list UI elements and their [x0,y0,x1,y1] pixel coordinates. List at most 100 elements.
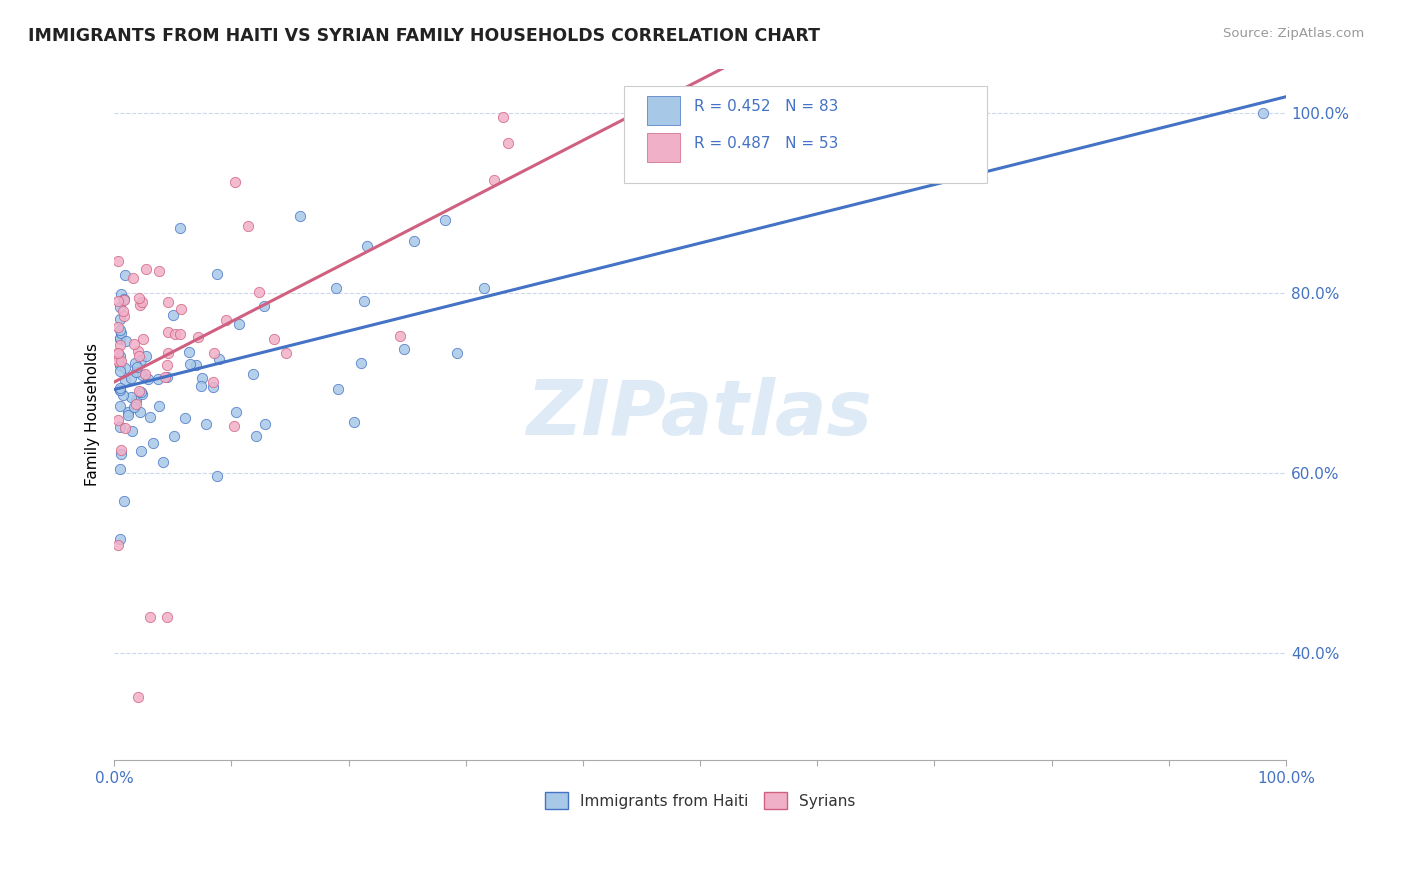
Point [107,294,129,309]
Point [135,262,157,277]
Point [107,412,129,426]
Point [129,353,152,368]
Point [112,292,135,306]
Point [107,538,129,552]
Point [110,326,132,340]
Point [201,380,224,394]
Point [146,372,169,386]
Point [107,320,129,334]
Point [162,308,184,322]
Point [112,293,135,308]
Point [484,172,506,186]
Point [492,110,515,124]
Point [108,332,131,346]
Point [179,357,201,371]
Point [156,346,179,360]
Point [129,444,152,458]
Point [114,373,136,387]
Point [114,360,136,375]
Point [127,690,149,705]
FancyBboxPatch shape [624,86,987,183]
Text: R = 0.452   N = 83: R = 0.452 N = 83 [695,99,838,114]
Point [120,371,142,385]
Point [128,298,150,312]
Point [110,443,132,458]
Point [152,455,174,469]
Point [392,342,415,356]
Point [274,346,297,360]
Point [325,281,347,295]
Point [107,353,129,368]
Point [201,375,224,389]
Point [108,331,131,345]
Point [254,417,277,431]
Point [247,285,270,299]
Point [111,388,134,402]
Point [163,428,186,442]
Point [108,462,131,476]
Point [136,372,159,386]
Point [236,219,259,233]
Text: IMMIGRANTS FROM HAITI VS SYRIAN FAMILY HOUSEHOLDS CORRELATION CHART: IMMIGRANTS FROM HAITI VS SYRIAN FAMILY H… [28,27,820,45]
Point [214,313,236,327]
Point [228,317,250,331]
Point [108,420,131,434]
Point [108,300,131,314]
Point [155,370,177,384]
Point [156,359,179,373]
Point [148,264,170,278]
Point [138,609,160,624]
Point [125,365,148,379]
Legend: Immigrants from Haiti, Syrians: Immigrants from Haiti, Syrians [538,786,862,815]
Point [131,295,153,310]
Point [121,424,143,438]
Point [148,399,170,413]
Bar [647,96,681,125]
Point [114,268,136,282]
Point [128,384,150,399]
Point [131,368,153,383]
Point [107,346,129,360]
Point [129,405,152,419]
Point [142,436,165,450]
Point [120,390,142,404]
Point [108,349,131,363]
Point [125,397,148,411]
Text: R = 0.487   N = 53: R = 0.487 N = 53 [695,136,838,151]
Point [222,419,245,434]
Point [170,301,193,316]
Point [122,401,145,415]
Point [208,351,231,366]
Point [108,381,131,395]
Point [288,209,311,223]
Point [108,322,131,336]
Point [108,384,131,398]
Point [122,337,145,351]
Point [117,408,139,422]
Point [242,367,264,381]
Point [135,350,157,364]
Point [205,468,228,483]
Point [127,343,149,358]
Point [350,356,373,370]
Point [110,447,132,461]
Point [186,330,208,344]
Point [191,370,214,384]
Point [263,332,285,346]
Point [108,358,131,372]
Point [112,494,135,508]
Point [128,291,150,305]
Point [107,346,129,360]
Point [496,136,519,151]
Point [163,326,186,341]
Point [121,270,143,285]
Point [108,532,131,546]
Point [155,369,177,384]
Point [190,379,212,393]
Point [128,349,150,363]
Point [108,338,131,352]
Point [131,387,153,401]
Point [186,358,208,372]
Point [157,295,180,310]
Point [129,385,152,400]
